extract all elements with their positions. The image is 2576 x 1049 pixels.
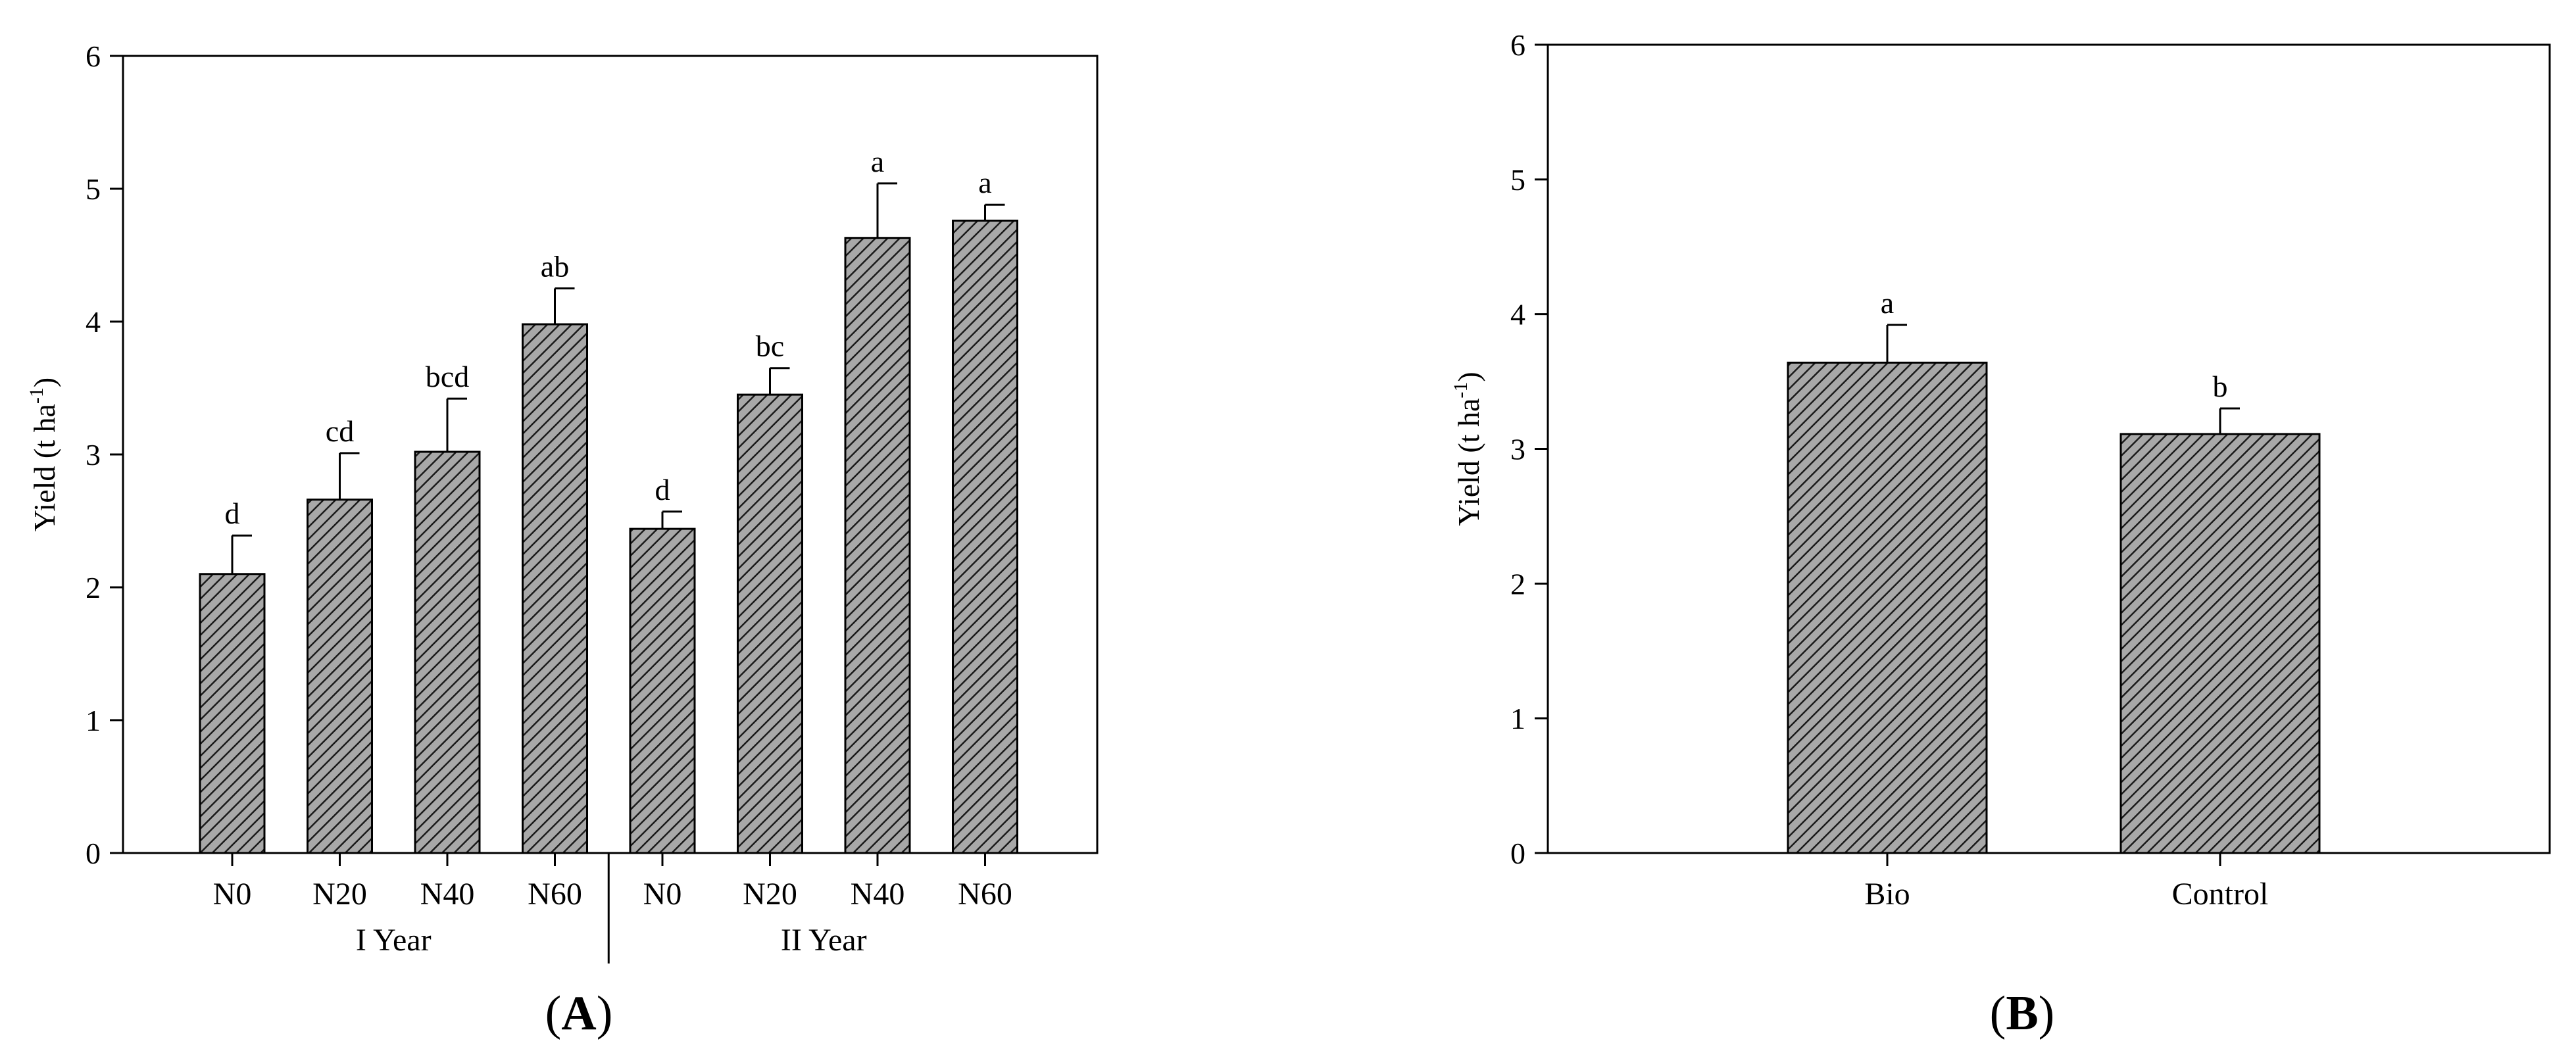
panel-label-close: ) — [597, 987, 613, 1040]
y-tick-label: 6 — [86, 39, 101, 73]
y-tick-label: 0 — [1510, 837, 1525, 870]
x-tick-label-6: N20 — [743, 877, 797, 912]
y-axis-title: Yield (t ha-1) — [1450, 372, 1485, 526]
bar-5 — [629, 527, 696, 854]
y-tick-label: 2 — [86, 571, 101, 604]
y-tick-label: 3 — [1510, 433, 1525, 466]
y-tick-label: 0 — [86, 837, 101, 870]
bar-8 — [952, 219, 1018, 854]
bar-3 — [414, 451, 481, 854]
y-tick-label: 6 — [1510, 28, 1525, 62]
y-axis-title: Yield (t ha-1) — [26, 378, 61, 532]
y-axis-title-text: Yield (t ha — [28, 404, 61, 531]
significance-label-3: bcd — [426, 360, 469, 393]
panel-label-letter: B — [2006, 987, 2038, 1040]
x-tick-label-2: Control — [2172, 877, 2269, 912]
y-tick-label: 4 — [1510, 298, 1525, 331]
y-tick-label: 4 — [86, 305, 101, 339]
y-tick-label: 1 — [1510, 702, 1525, 735]
x-tick-label-4: N60 — [528, 877, 582, 912]
group-label-1: I Year — [356, 923, 432, 958]
y-tick-label: 5 — [86, 172, 101, 206]
panel-b-chart: 0 1 2 3 4 5 6 Yield (t ha-1) a Bio b Control (B) — [1450, 28, 2551, 1040]
panel-label-letter: A — [561, 987, 596, 1040]
significance-label-2: b — [2213, 370, 2228, 403]
x-tick-label-7: N40 — [851, 877, 905, 912]
y-axis-title-superscript: -1 — [26, 387, 47, 404]
bar-7 — [844, 237, 911, 854]
x-tick-label-5: N0 — [643, 877, 682, 912]
y-axis-title-close: ) — [1452, 372, 1485, 381]
significance-label-2: cd — [326, 414, 354, 448]
y-tick-label: 2 — [1510, 567, 1525, 600]
panel-label-close: ) — [2039, 987, 2055, 1040]
bar-2 — [307, 499, 373, 854]
bar-1 — [1787, 361, 1988, 854]
bar-2 — [2119, 433, 2321, 854]
bar-6 — [737, 393, 803, 854]
panel-label: (A) — [545, 987, 613, 1040]
y-axis-title-superscript: -1 — [1450, 382, 1472, 399]
y-axis-title-close: ) — [28, 378, 61, 387]
significance-label-1: a — [1881, 286, 1894, 320]
x-tick-label-8: N60 — [958, 877, 1012, 912]
significance-label-6: bc — [756, 329, 784, 363]
plot-frame — [1547, 43, 2551, 854]
x-tick-label-1: Bio — [1864, 877, 1910, 912]
plot-frame — [122, 55, 1099, 854]
panel-label: (B) — [1990, 987, 2055, 1040]
significance-label-4: ab — [541, 250, 569, 283]
y-axis-title-text: Yield (t ha — [1452, 399, 1485, 526]
bar-4 — [522, 323, 588, 854]
y-tick-label: 3 — [86, 438, 101, 472]
bar-1 — [199, 573, 266, 854]
significance-label-5: d — [655, 473, 670, 506]
significance-label-8: a — [978, 166, 991, 199]
group-label-2: II Year — [781, 923, 867, 958]
x-tick-label-3: N40 — [420, 877, 475, 912]
x-tick-label-1: N0 — [213, 877, 252, 912]
significance-label-1: d — [225, 497, 240, 530]
panel-label-open: ( — [1990, 987, 2006, 1040]
x-tick-label-2: N20 — [312, 877, 367, 912]
y-tick-label: 5 — [1510, 163, 1525, 197]
y-tick-label: 1 — [86, 704, 101, 737]
significance-label-7: a — [871, 145, 884, 178]
panel-label-open: ( — [545, 987, 562, 1040]
